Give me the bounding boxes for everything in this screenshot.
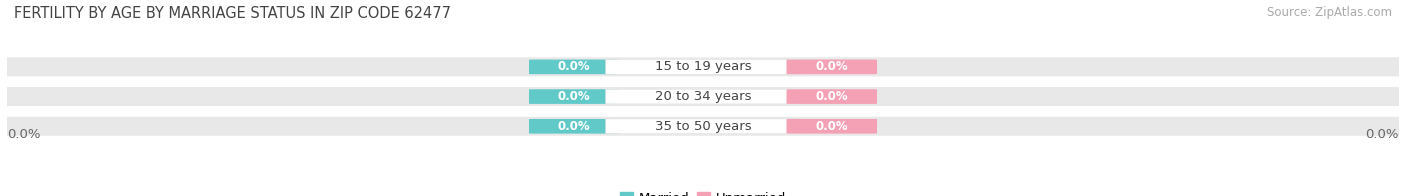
Text: 0.0%: 0.0% bbox=[558, 90, 591, 103]
Text: 0.0%: 0.0% bbox=[558, 60, 591, 73]
Text: 0.0%: 0.0% bbox=[815, 90, 848, 103]
FancyBboxPatch shape bbox=[0, 57, 1406, 76]
FancyBboxPatch shape bbox=[606, 119, 800, 134]
FancyBboxPatch shape bbox=[0, 117, 1406, 136]
Text: 0.0%: 0.0% bbox=[558, 120, 591, 133]
Text: 0.0%: 0.0% bbox=[7, 128, 41, 141]
FancyBboxPatch shape bbox=[786, 89, 877, 104]
Text: 15 to 19 years: 15 to 19 years bbox=[655, 60, 751, 73]
FancyBboxPatch shape bbox=[529, 89, 620, 104]
Text: 35 to 50 years: 35 to 50 years bbox=[655, 120, 751, 133]
Text: 0.0%: 0.0% bbox=[815, 120, 848, 133]
FancyBboxPatch shape bbox=[0, 87, 1406, 106]
Text: Source: ZipAtlas.com: Source: ZipAtlas.com bbox=[1267, 6, 1392, 19]
FancyBboxPatch shape bbox=[786, 60, 877, 74]
FancyBboxPatch shape bbox=[786, 119, 877, 134]
FancyBboxPatch shape bbox=[529, 60, 620, 74]
Text: 0.0%: 0.0% bbox=[1365, 128, 1399, 141]
FancyBboxPatch shape bbox=[529, 119, 620, 134]
Text: FERTILITY BY AGE BY MARRIAGE STATUS IN ZIP CODE 62477: FERTILITY BY AGE BY MARRIAGE STATUS IN Z… bbox=[14, 6, 451, 21]
Text: 0.0%: 0.0% bbox=[815, 60, 848, 73]
Text: 20 to 34 years: 20 to 34 years bbox=[655, 90, 751, 103]
FancyBboxPatch shape bbox=[606, 89, 800, 104]
FancyBboxPatch shape bbox=[606, 60, 800, 74]
Legend: Married, Unmarried: Married, Unmarried bbox=[620, 192, 786, 196]
